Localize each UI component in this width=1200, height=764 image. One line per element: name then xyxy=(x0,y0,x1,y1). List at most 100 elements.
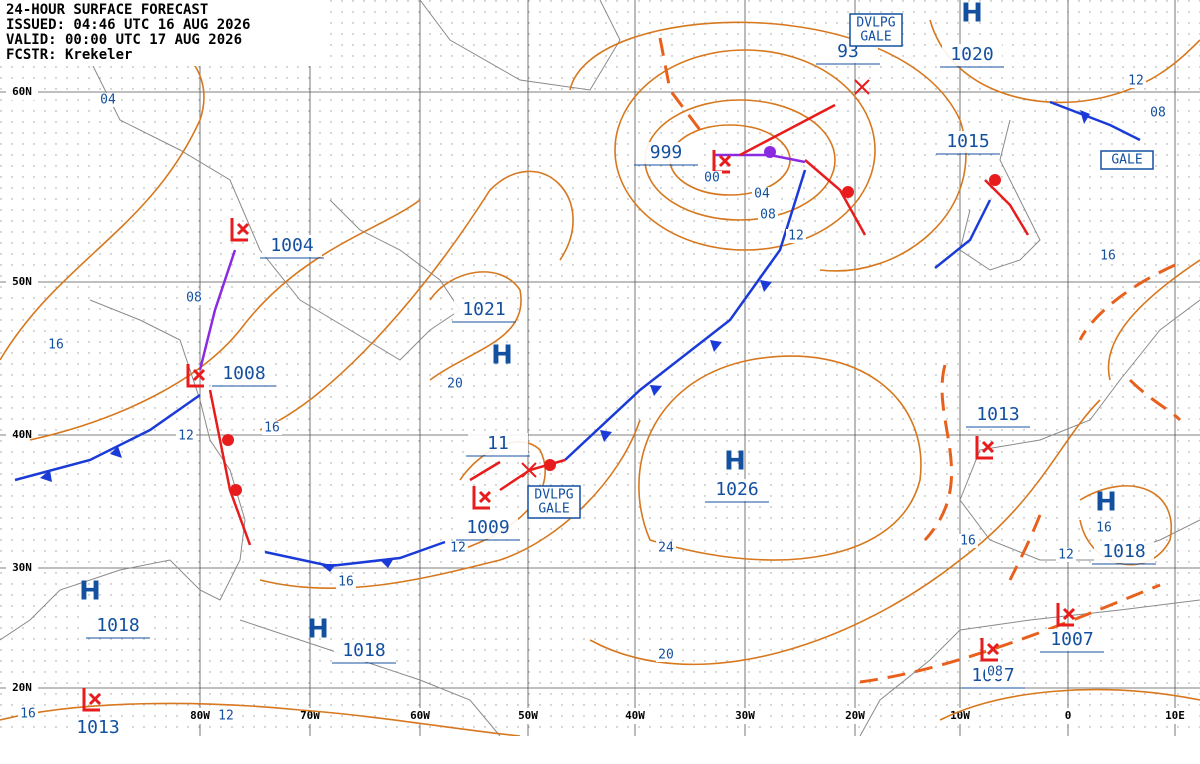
warning-text: DVLPG xyxy=(856,16,895,31)
low-icon xyxy=(975,436,995,460)
longitude-label: 60W xyxy=(410,709,430,722)
isobar-label: 08 xyxy=(186,291,202,306)
coord-box xyxy=(184,708,216,724)
isobar-label: 12 xyxy=(218,709,234,724)
isobar-label: 16 xyxy=(264,421,280,436)
header-line: FCSTR: Krekeler xyxy=(6,47,132,63)
coord-box xyxy=(6,427,38,443)
iso-box xyxy=(448,541,468,555)
high-symbol: H xyxy=(1095,488,1117,518)
longitude-label: 20W xyxy=(845,709,865,722)
pressure-box xyxy=(707,479,767,501)
isobar-label: 12 xyxy=(788,229,804,244)
header-line: VALID: 00:00 UTC 17 AUG 2026 xyxy=(6,32,242,48)
latitude-label: 30N xyxy=(12,561,32,574)
center-pressure: 1004 xyxy=(270,235,313,256)
high-symbol: H xyxy=(961,0,983,29)
coord-box xyxy=(729,708,761,724)
pressure-box xyxy=(88,615,148,637)
coord-box xyxy=(6,274,38,290)
center-pressure: 1009 xyxy=(466,517,509,538)
isobar-label: 16 xyxy=(960,534,976,549)
iso-box xyxy=(98,93,118,107)
pressure-box xyxy=(1042,629,1102,651)
longitude-label: 10E xyxy=(1165,709,1185,722)
iso-box xyxy=(336,575,356,589)
pressure-box xyxy=(262,235,322,257)
warning-text: GALE xyxy=(860,30,891,45)
center-pressure: 999 xyxy=(650,142,683,163)
iso-box xyxy=(752,187,772,201)
low-icon xyxy=(980,638,1000,662)
isobar-label: 16 xyxy=(1096,521,1112,536)
dot-grid xyxy=(0,0,1200,736)
warning-box xyxy=(1100,150,1154,170)
warning-text: DVLPG xyxy=(534,488,573,503)
center-pressure: 1018 xyxy=(96,615,139,636)
longitude-label: 10W xyxy=(950,709,970,722)
warning-text: GALE xyxy=(1111,153,1142,168)
iso-box xyxy=(216,709,236,723)
iso-box xyxy=(46,338,66,352)
header-line: ISSUED: 04:46 UTC 16 AUG 2026 xyxy=(6,17,250,33)
latitude-label: 40N xyxy=(12,428,32,441)
center-pressure: 1013 xyxy=(76,717,119,738)
isobar-label: 04 xyxy=(754,187,770,202)
pressure-box xyxy=(636,142,696,164)
high-symbol: H xyxy=(491,341,513,371)
longitude-label: 40W xyxy=(625,709,645,722)
high-symbol: H xyxy=(307,615,329,645)
pressure-box xyxy=(1094,541,1154,563)
longitude-label: 30W xyxy=(735,709,755,722)
coord-box xyxy=(6,680,38,696)
isobar-label: 08 xyxy=(1150,106,1166,121)
longitude-label: 70W xyxy=(300,709,320,722)
fronts xyxy=(14,100,1141,572)
latitude-label: 50N xyxy=(12,275,32,288)
center-pressure: 1013 xyxy=(976,404,1019,425)
longitude-label: 80W xyxy=(190,709,210,722)
latitude-label: 20N xyxy=(12,681,32,694)
pressure-box xyxy=(214,363,274,385)
isobar-label: 12 xyxy=(1128,74,1144,89)
longitude-label: 50W xyxy=(518,709,538,722)
high-symbol: H xyxy=(724,447,746,477)
isobar-label: 24 xyxy=(658,541,674,556)
header-box xyxy=(0,0,330,66)
iso-box xyxy=(702,171,722,185)
coastlines xyxy=(0,0,1200,737)
iso-box xyxy=(18,707,38,721)
pressure-box xyxy=(68,717,128,739)
isobar-label: 20 xyxy=(447,377,463,392)
center-pressure: 1018 xyxy=(342,640,385,661)
low-icon xyxy=(82,688,102,712)
center-pressure: 11 xyxy=(487,433,509,454)
pressure-box xyxy=(938,131,998,153)
isobar-label: 16 xyxy=(338,575,354,590)
low-icon xyxy=(230,218,250,242)
isobars xyxy=(0,19,1200,737)
coord-box xyxy=(839,708,871,724)
center-pressure: 1021 xyxy=(462,299,505,320)
isobar-label: 08 xyxy=(760,208,776,223)
pressure-box xyxy=(968,404,1028,426)
coord-box xyxy=(6,560,38,576)
pressure-box xyxy=(468,433,528,455)
warning-box xyxy=(527,485,581,519)
pressure-box xyxy=(454,299,514,321)
coord-box xyxy=(404,708,436,724)
iso-box xyxy=(1094,521,1114,535)
iso-box xyxy=(958,534,978,548)
isobar-label: 08 xyxy=(987,665,1003,680)
iso-box xyxy=(1126,74,1146,88)
troughs xyxy=(658,37,1182,684)
center-pressure: 1015 xyxy=(946,131,989,152)
iso-box xyxy=(1056,548,1076,562)
iso-box xyxy=(1098,249,1118,263)
center-pressure: 1018 xyxy=(1102,541,1145,562)
warning-text: GALE xyxy=(538,502,569,517)
low-icon xyxy=(472,486,492,510)
coord-box xyxy=(512,708,544,724)
iso-box xyxy=(262,421,282,435)
low-icon xyxy=(186,364,206,388)
